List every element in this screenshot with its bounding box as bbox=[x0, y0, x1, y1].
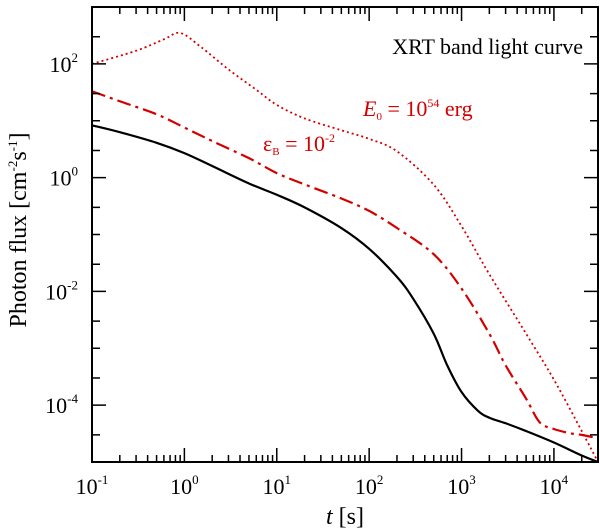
x-tick-label: 104 bbox=[540, 472, 569, 499]
y-tick-label: 100 bbox=[50, 164, 79, 191]
y-tick-label: 10-2 bbox=[45, 277, 78, 304]
tick-labels: 10-1 100 101 102 103 104 10-4 10-2 100 102 bbox=[45, 50, 569, 499]
y-axis-title: Photon flux [cm-2s-1] bbox=[5, 132, 32, 327]
series-layer bbox=[91, 31, 599, 464]
y-axis-exp2: -1 bbox=[5, 140, 20, 151]
y-axis-s: s bbox=[6, 151, 32, 160]
x-tick-label: 102 bbox=[355, 472, 384, 499]
annotation-e0-exp: 54 bbox=[427, 96, 439, 110]
y-tick-label: 10-4 bbox=[45, 391, 78, 418]
y-axis-exp1: -2 bbox=[5, 161, 20, 172]
x-axis-var: t bbox=[326, 504, 334, 530]
x-tick-label: 101 bbox=[263, 472, 292, 499]
annotation-e0-unit: erg bbox=[439, 96, 472, 121]
annotation-eb-symbol: ε bbox=[263, 131, 272, 156]
series-line-1 bbox=[91, 90, 599, 440]
y-axis-base: Photon flux [cm bbox=[6, 171, 32, 327]
x-tick-label: 103 bbox=[447, 472, 476, 499]
series-line-2 bbox=[91, 31, 599, 463]
series-line-0 bbox=[91, 124, 599, 464]
y-axis-close: ] bbox=[6, 132, 32, 140]
x-axis-unit: [s] bbox=[339, 504, 364, 530]
annotation-eb-eq: = 10 bbox=[280, 131, 325, 156]
x-tick-label: 100 bbox=[170, 472, 199, 499]
chart-title: XRT band light curve bbox=[392, 34, 583, 59]
annotation-e0: E0 = 1054 erg bbox=[362, 96, 473, 123]
plot-frame bbox=[91, 6, 599, 463]
annotation-eb: εB = 10-2 bbox=[263, 131, 335, 158]
x-axis-title: t [s] bbox=[326, 504, 364, 530]
y-tick-label: 102 bbox=[50, 50, 79, 77]
annotation-e0-sub: 0 bbox=[376, 111, 382, 123]
annotation-eb-sub: B bbox=[272, 146, 279, 158]
annotation-e0-eq: = 10 bbox=[382, 96, 427, 121]
x-tick-label: 10-1 bbox=[76, 472, 109, 499]
annotation-e0-symbol: E bbox=[362, 96, 377, 121]
annotation-eb-exp: -2 bbox=[325, 131, 335, 145]
